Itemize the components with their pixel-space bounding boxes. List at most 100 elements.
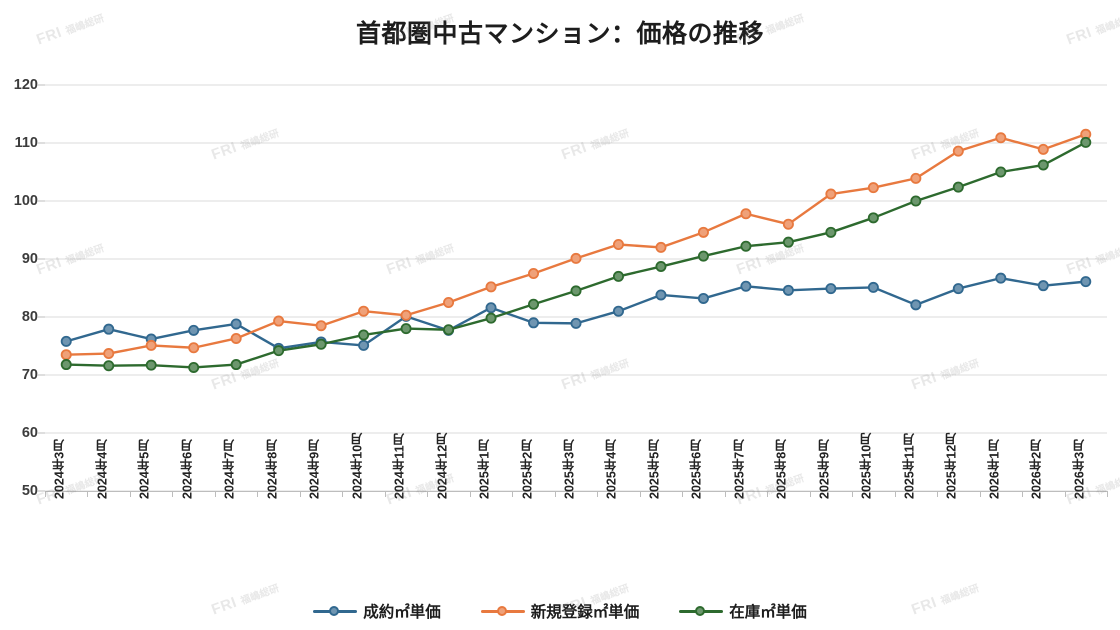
data-point[interactable] xyxy=(782,236,794,248)
data-point[interactable] xyxy=(103,360,115,372)
y-axis-tick-label: 50 xyxy=(21,483,38,499)
chart-legend: 成約㎡単価 新規登録㎡単価 在庫㎡単価 xyxy=(0,600,1120,622)
data-point[interactable] xyxy=(485,312,497,324)
data-point[interactable] xyxy=(697,250,709,262)
data-point[interactable] xyxy=(740,280,752,292)
x-axis-tick-label: 2025年5月 xyxy=(647,439,662,499)
data-point[interactable] xyxy=(612,238,624,250)
x-axis-tick xyxy=(45,491,46,497)
data-point[interactable] xyxy=(443,324,455,336)
data-point[interactable] xyxy=(358,305,370,317)
data-point[interactable] xyxy=(740,208,752,220)
data-point[interactable] xyxy=(400,309,412,321)
data-point[interactable] xyxy=(145,339,157,351)
data-point[interactable] xyxy=(188,324,200,336)
data-point[interactable] xyxy=(60,335,72,347)
data-point[interactable] xyxy=(952,283,964,295)
data-point[interactable] xyxy=(103,348,115,360)
data-point[interactable] xyxy=(358,329,370,341)
data-point[interactable] xyxy=(910,172,922,184)
data-point[interactable] xyxy=(485,302,497,314)
data-point[interactable] xyxy=(910,299,922,311)
x-axis-tick xyxy=(427,491,429,497)
data-point[interactable] xyxy=(528,267,540,279)
data-point[interactable] xyxy=(570,317,582,329)
data-point[interactable] xyxy=(528,317,540,329)
data-point[interactable] xyxy=(1037,159,1049,171)
data-point[interactable] xyxy=(400,323,412,335)
data-point[interactable] xyxy=(655,241,667,253)
data-point[interactable] xyxy=(655,261,667,273)
data-point[interactable] xyxy=(528,298,540,310)
x-axis-tick-label: 2025年9月 xyxy=(817,439,832,499)
data-point[interactable] xyxy=(612,305,624,317)
data-point[interactable] xyxy=(910,195,922,207)
data-point[interactable] xyxy=(1037,143,1049,155)
data-point[interactable] xyxy=(273,315,285,327)
data-point[interactable] xyxy=(315,320,327,332)
data-point[interactable] xyxy=(570,252,582,264)
data-point[interactable] xyxy=(570,285,582,297)
data-point[interactable] xyxy=(273,345,285,357)
data-point[interactable] xyxy=(995,132,1007,144)
data-point[interactable] xyxy=(1080,276,1092,288)
data-point[interactable] xyxy=(230,318,242,330)
x-axis-tick-label: 2024年9月 xyxy=(307,439,322,499)
data-point[interactable] xyxy=(1037,280,1049,292)
data-point[interactable] xyxy=(103,323,115,335)
data-point[interactable] xyxy=(60,359,72,371)
y-axis-tick-label: 110 xyxy=(14,135,38,151)
data-point[interactable] xyxy=(825,226,837,238)
data-point[interactable] xyxy=(145,359,157,371)
legend-item-1[interactable]: 成約㎡単価 xyxy=(313,600,441,622)
x-axis-tick-label: 2024年10月 xyxy=(350,432,365,499)
x-axis-tick-label: 2026年2月 xyxy=(1029,439,1044,499)
data-point[interactable] xyxy=(230,332,242,344)
x-axis-tick-label: 2024年4月 xyxy=(95,439,110,499)
data-point[interactable] xyxy=(230,359,242,371)
legend-swatch-icon xyxy=(679,603,724,619)
data-point[interactable] xyxy=(782,218,794,230)
data-point[interactable] xyxy=(443,296,455,308)
legend-swatch-icon xyxy=(480,603,525,619)
x-axis-tick-label: 2024年11月 xyxy=(392,432,407,499)
data-point[interactable] xyxy=(740,240,752,252)
data-point[interactable] xyxy=(1080,136,1092,148)
x-axis-tick xyxy=(1107,491,1108,497)
y-axis-tick-label: 100 xyxy=(13,193,38,209)
x-axis-tick xyxy=(852,491,854,497)
data-point[interactable] xyxy=(867,281,879,293)
data-point[interactable] xyxy=(485,281,497,293)
x-axis-tick xyxy=(1064,491,1066,497)
data-point[interactable] xyxy=(358,339,370,351)
data-point[interactable] xyxy=(867,182,879,194)
x-axis-tick-label: 2025年6月 xyxy=(689,439,704,499)
data-point[interactable] xyxy=(315,338,327,350)
data-point[interactable] xyxy=(60,349,72,361)
data-point[interactable] xyxy=(825,188,837,200)
x-axis-tick xyxy=(342,491,344,497)
series-3 xyxy=(60,136,1092,373)
data-point[interactable] xyxy=(952,145,964,157)
data-point[interactable] xyxy=(995,272,1007,284)
legend-item-2[interactable]: 新規登録㎡単価 xyxy=(480,600,639,622)
data-point[interactable] xyxy=(697,292,709,304)
data-point[interactable] xyxy=(825,283,837,295)
legend-item-3[interactable]: 在庫㎡単価 xyxy=(679,600,807,622)
data-point[interactable] xyxy=(867,212,879,224)
x-axis-tick xyxy=(937,491,939,497)
x-axis-tick xyxy=(894,491,896,497)
data-point[interactable] xyxy=(655,289,667,301)
x-axis-tick xyxy=(257,491,259,497)
data-point[interactable] xyxy=(995,166,1007,178)
x-axis-tick-label: 2025年8月 xyxy=(774,439,789,499)
data-point[interactable] xyxy=(188,361,200,373)
data-point[interactable] xyxy=(952,181,964,193)
data-point[interactable] xyxy=(188,342,200,354)
data-point[interactable] xyxy=(612,270,624,282)
data-point[interactable] xyxy=(697,226,709,238)
x-axis-tick-label: 2025年4月 xyxy=(604,439,619,499)
x-axis-tick-label: 2024年5月 xyxy=(137,439,152,499)
plot-area xyxy=(37,84,1107,492)
data-point[interactable] xyxy=(782,284,794,296)
